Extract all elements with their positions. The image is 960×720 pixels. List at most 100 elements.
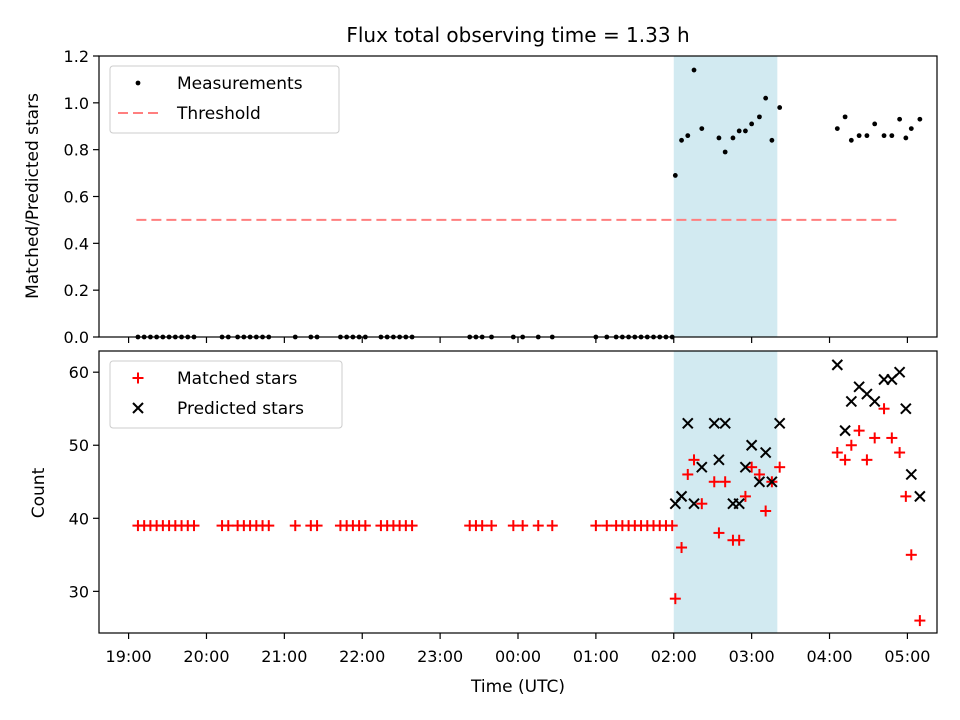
data-point — [476, 520, 488, 532]
data-point — [676, 542, 688, 554]
data-point — [188, 520, 200, 532]
data-point — [743, 128, 748, 134]
series-matched-stars — [132, 403, 926, 627]
legend-label: Predicted stars — [177, 399, 304, 419]
data-point-d2 — [733, 497, 745, 510]
data-point — [486, 520, 498, 532]
data-point — [691, 67, 697, 73]
y-tick-label: 0.2 — [64, 281, 89, 300]
data-point — [848, 137, 854, 143]
data-point — [753, 468, 765, 480]
data-point — [739, 490, 751, 502]
legend-box — [109, 65, 340, 134]
data-point-d2 — [688, 497, 700, 510]
data-point-d2 — [853, 381, 865, 393]
legend-marker — [132, 402, 144, 414]
data-point — [719, 417, 731, 430]
data-point — [831, 447, 843, 459]
data-point-d2 — [905, 468, 918, 481]
y-axis-label-top: Matched/Predicted stars — [23, 93, 43, 299]
data-point — [845, 439, 857, 451]
data-point — [834, 126, 840, 131]
legend-marker — [135, 80, 141, 86]
data-point — [688, 497, 700, 510]
data-point-d2 — [759, 446, 772, 459]
data-point — [517, 520, 529, 532]
data-point — [897, 116, 903, 122]
x-tick-label: 23:00 — [417, 647, 463, 666]
data-point — [839, 424, 851, 437]
data-point — [672, 173, 678, 178]
data-point — [406, 520, 418, 532]
data-point — [853, 425, 865, 437]
x-tick-label: 04:00 — [806, 647, 852, 666]
data-point — [532, 520, 544, 532]
x-tick-label: 01:00 — [573, 647, 619, 666]
data-point-d2 — [708, 417, 720, 430]
data-point — [682, 468, 694, 480]
data-point — [708, 417, 720, 430]
data-point — [263, 520, 275, 532]
data-point — [881, 133, 887, 139]
data-point — [746, 461, 758, 473]
data-point — [869, 432, 881, 444]
data-point — [773, 417, 786, 430]
x-tick-label: 05:00 — [884, 647, 930, 666]
data-point — [861, 454, 873, 466]
x-tick-label: 03:00 — [729, 647, 775, 666]
data-point — [845, 395, 858, 408]
highlight-span — [673, 351, 778, 633]
data-point-d2 — [713, 454, 725, 466]
chart-title: Flux total observing time = 1.33 h — [346, 23, 689, 47]
data-point — [774, 461, 786, 473]
data-point — [757, 114, 762, 120]
x-tick-label: 19:00 — [106, 647, 152, 666]
data-point — [669, 593, 681, 605]
data-point — [777, 105, 783, 110]
series-predicted-stars — [669, 359, 926, 510]
data-point — [688, 454, 700, 466]
data-point — [685, 133, 691, 139]
data-point — [905, 468, 918, 481]
y-tick-label: 0.6 — [64, 188, 89, 207]
data-point — [682, 417, 694, 430]
data-point — [675, 490, 688, 503]
data-point — [872, 121, 878, 127]
data-point — [763, 95, 769, 101]
data-point — [749, 121, 755, 127]
panel-count: 30 40 50 60 19:00 20:00 21:00 22:00 23:00 00:00 01… — [69, 350, 938, 666]
data-point-d2 — [831, 359, 844, 371]
data-point — [733, 534, 745, 546]
data-point — [708, 476, 720, 488]
data-point-d2 — [739, 461, 752, 473]
data-point-d2 — [845, 395, 858, 408]
data-point — [903, 135, 909, 141]
y-tick-label: 1.2 — [64, 47, 89, 66]
data-point — [739, 461, 752, 473]
data-point — [893, 366, 906, 378]
data-point — [713, 454, 725, 466]
data-point — [733, 497, 745, 510]
data-point-d2 — [682, 417, 694, 430]
legend-label: Threshold — [176, 104, 261, 124]
data-point — [736, 128, 742, 134]
legend-label: Measurements — [177, 74, 303, 94]
data-point-d2 — [839, 424, 851, 437]
data-point — [666, 520, 678, 532]
x-tick-label: 21:00 — [261, 647, 307, 666]
data-point-d2 — [914, 490, 926, 503]
data-point — [760, 505, 772, 517]
data-point-d2 — [753, 476, 766, 488]
data-point — [856, 133, 862, 139]
x-axis-label: Time (UTC) — [470, 677, 565, 697]
data-point — [900, 403, 912, 415]
y-tick-label: 60 — [69, 363, 89, 382]
x-tick-label: 20:00 — [183, 647, 229, 666]
data-point — [759, 446, 772, 459]
data-point — [696, 461, 708, 473]
legend-label: Matched stars — [177, 369, 297, 389]
data-point-d2 — [900, 403, 912, 415]
data-point — [745, 439, 758, 451]
data-point — [699, 126, 705, 131]
